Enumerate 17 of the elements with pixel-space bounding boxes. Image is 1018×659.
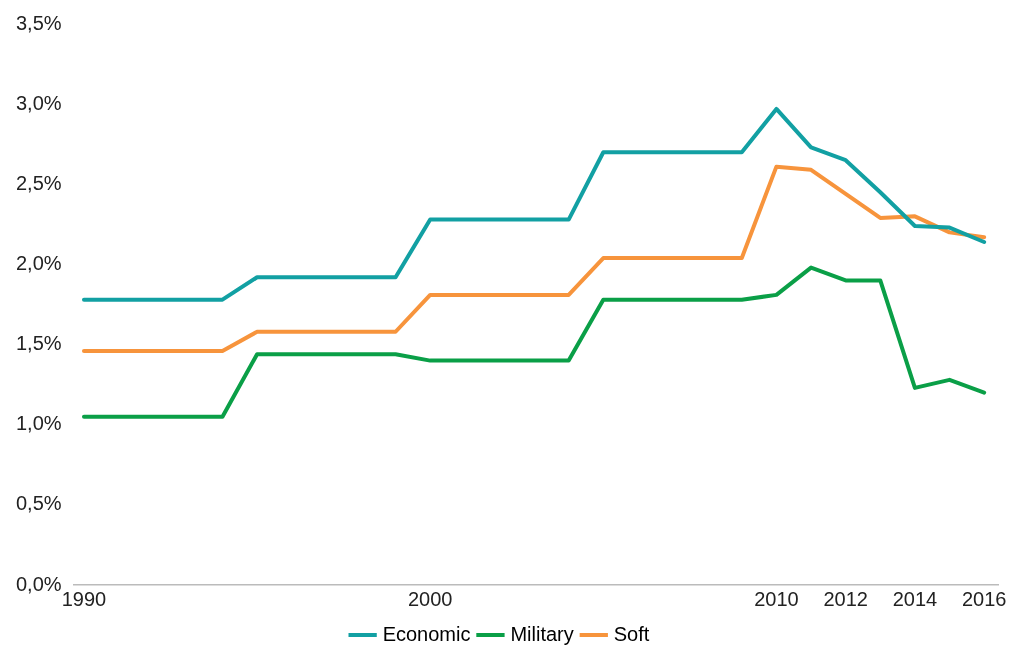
legend-label: Economic — [382, 622, 471, 645]
y-tick-label: 0,0% — [15, 572, 62, 595]
y-tick-label: 3,0% — [15, 91, 62, 114]
y-tick-label: 0,5% — [15, 492, 62, 515]
y-tick-label: 1,0% — [15, 412, 62, 435]
x-tick-label: 2000 — [407, 587, 453, 610]
x-tick-label: 1990 — [61, 587, 107, 610]
y-tick-label: 3,5% — [15, 11, 62, 34]
y-tick-label: 2,5% — [15, 171, 62, 194]
y-tick-label: 1,5% — [15, 332, 62, 355]
legend-label: Soft — [613, 622, 650, 645]
y-tick-label: 2,0% — [15, 251, 62, 274]
x-tick-label: 2016 — [961, 587, 1007, 610]
x-tick-label: 2014 — [892, 587, 938, 610]
legend-label: Military — [510, 622, 574, 645]
x-tick-label: 2012 — [823, 587, 868, 610]
x-tick-label: 2010 — [754, 587, 799, 610]
